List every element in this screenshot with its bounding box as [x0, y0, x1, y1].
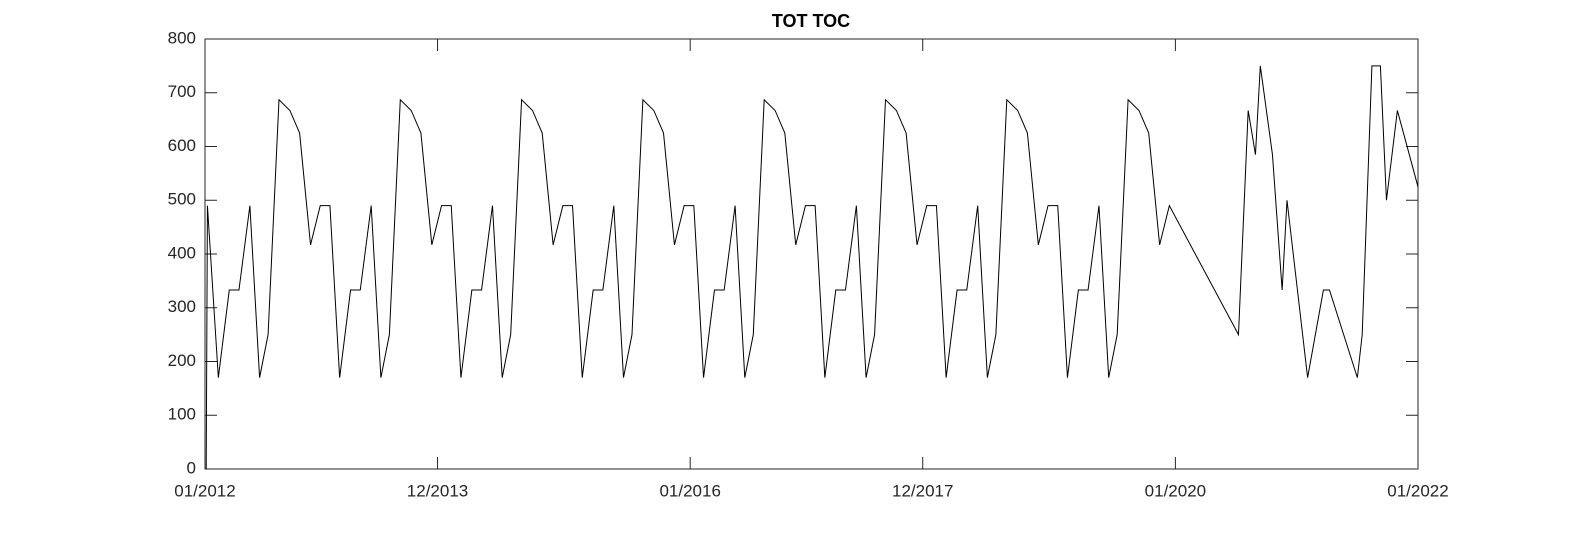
x-tick-label: 01/2020	[1145, 481, 1206, 500]
y-tick-label: 200	[168, 351, 196, 370]
x-tick-label: 12/2017	[892, 481, 953, 500]
y-tick-label: 500	[168, 190, 196, 209]
x-tick-label: 01/2012	[174, 481, 235, 500]
y-tick-label: 600	[168, 136, 196, 155]
y-tick-label: 100	[168, 405, 196, 424]
data-line	[205, 65, 1419, 470]
x-tick-label: 12/2013	[407, 481, 468, 500]
x-tick-label: 01/2016	[659, 481, 720, 500]
y-tick-label: 800	[168, 28, 196, 47]
y-tick-label: 300	[168, 297, 196, 316]
x-tick-label: 01/2022	[1387, 481, 1448, 500]
chart-title: TOT TOC	[772, 11, 850, 31]
y-tick-label: 0	[187, 458, 196, 477]
y-tick-label: 400	[168, 243, 196, 262]
y-tick-label: 700	[168, 82, 196, 101]
